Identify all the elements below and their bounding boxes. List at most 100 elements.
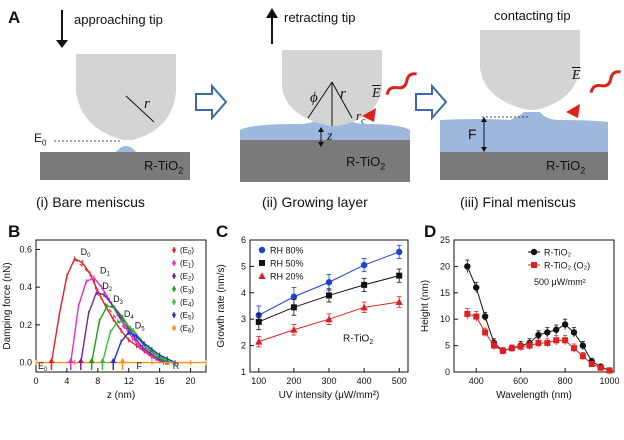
- substrate-1: [40, 152, 190, 180]
- y-tick-label: 0.0: [19, 358, 32, 368]
- series-line: [101, 320, 173, 364]
- y-tick-label: 3: [241, 314, 246, 324]
- legend-marker: [172, 300, 176, 304]
- data-point: [290, 293, 298, 300]
- start-arrowhead: [119, 358, 126, 363]
- plot-frame: [453, 239, 615, 373]
- radius-line-1: [125, 95, 155, 123]
- legend-marker: [172, 313, 176, 317]
- tip-1: [76, 54, 176, 140]
- start-arrowhead: [110, 358, 117, 363]
- y-tick-label: 0.2: [19, 320, 32, 330]
- y-tick-label: 15: [440, 288, 450, 298]
- r-line-2: [331, 81, 353, 119]
- legend-label-sub: 3: [188, 290, 192, 296]
- series-(E3): D3 (E3): [90, 285, 194, 366]
- x-tick-label: 4: [64, 376, 69, 386]
- stage2-top-label: retracting tip: [284, 10, 356, 25]
- data-point: [360, 261, 368, 269]
- data-point: [473, 313, 480, 320]
- peak-label-sub: 3: [120, 300, 124, 306]
- legend-label: (E0): [180, 246, 194, 257]
- x-tick-label: 20: [186, 376, 196, 386]
- data-point: [396, 272, 403, 279]
- stage1-e0: E0: [34, 131, 46, 147]
- start-arrowhead: [88, 358, 95, 363]
- f-arrow-head-top: [481, 117, 487, 122]
- z-arrow-head-bottom: [318, 142, 324, 147]
- series-line: [80, 291, 167, 364]
- plot-frame: [35, 239, 207, 373]
- stage1-r-label: r: [144, 96, 150, 112]
- chart-b-damping-force: 0 4 8 12 16 200.00.20.40.6z (nm)Damping force…: [2, 239, 207, 401]
- data-point: [325, 279, 333, 286]
- stage2-z: z: [327, 129, 333, 144]
- y-tick-label: 1: [241, 367, 246, 377]
- legend-label-sub: 4: [188, 303, 192, 309]
- stage1-caption: (i) Bare meniscus: [36, 194, 145, 210]
- legend-label-sub: 0: [188, 251, 192, 257]
- stage3-substrate-label: R-TiO2: [546, 158, 585, 176]
- series-RH-80-: RH 80%: [255, 244, 403, 325]
- z-arrow-head-top: [318, 127, 324, 132]
- data-point: [360, 303, 368, 311]
- x-tick-label: 500: [392, 376, 407, 386]
- light-wave-3: [589, 70, 621, 93]
- stage2-substrate-label: R-TiO2: [346, 154, 385, 172]
- stage1-caption-num: (i): [36, 194, 49, 210]
- peak-label: D5: [135, 320, 146, 332]
- x-tick-label: 16: [155, 376, 165, 386]
- legend-marker: [172, 274, 176, 278]
- data-point: [517, 343, 524, 350]
- chart-d-height: 400 600 800 1000 0 5 10 15 20 25 Wavelength (nm) He…: [420, 235, 620, 401]
- stage2-caption-num: (ii): [262, 194, 278, 210]
- substrate-3: [440, 152, 608, 180]
- e0-letter: E: [34, 131, 43, 145]
- data-point: [491, 342, 497, 349]
- data-point: [561, 321, 569, 328]
- series-(E2): D2 (E2): [80, 272, 194, 366]
- series-1: R-TiO₂ (O₂): [464, 261, 613, 374]
- data-point: [571, 345, 577, 352]
- panel-b-letter: B: [8, 222, 21, 241]
- data-point: [562, 337, 569, 344]
- stage3-top-label: contacting tip: [494, 8, 571, 23]
- data-point: [481, 313, 489, 320]
- retract-arrowhead: [266, 8, 278, 18]
- peak-label-sub: 5: [141, 326, 145, 332]
- data-point: [606, 367, 613, 374]
- annotation-r: R: [173, 361, 180, 371]
- x-tick-label: 1000: [600, 376, 620, 386]
- legend-marker: [172, 261, 176, 265]
- data-point: [326, 292, 332, 299]
- y-tick-label: 4: [241, 288, 246, 298]
- data-point: [255, 337, 263, 345]
- y-tick-label: 6: [241, 235, 246, 245]
- approach-arrowhead: [56, 40, 68, 48]
- data-point: [395, 298, 403, 306]
- legend-marker: [258, 246, 266, 254]
- stage2-r: r: [340, 86, 346, 102]
- stage1-substrate-label: R-TiO2: [144, 158, 183, 176]
- stage2-substrate-sub: 2: [380, 161, 386, 172]
- tip-3: [480, 30, 580, 110]
- y-tick-label: 25: [440, 235, 450, 245]
- light-arrowhead-2: [362, 108, 376, 122]
- legend-label-sub: 6: [188, 329, 192, 335]
- stage2-substrate-text: R-TiO: [346, 154, 381, 169]
- panel-d-letter: D: [424, 222, 437, 241]
- data-point: [361, 281, 368, 288]
- x-tick-label: 8: [95, 376, 100, 386]
- peak-label: D1: [100, 266, 111, 278]
- y-tick-label: 0: [445, 367, 450, 377]
- series-(E1): D1 (E1): [70, 259, 194, 366]
- light-wave-2: [385, 72, 417, 95]
- data-point: [396, 248, 403, 256]
- peak-label-sub: 0: [87, 253, 91, 259]
- legend-label: RH 20%: [270, 272, 304, 282]
- legend-label: (E2): [180, 272, 194, 283]
- legend-label-close: ): [191, 285, 194, 294]
- data-point: [325, 315, 333, 323]
- legend-label: RH 80%: [270, 246, 304, 256]
- annotation-e0: E0: [38, 361, 48, 373]
